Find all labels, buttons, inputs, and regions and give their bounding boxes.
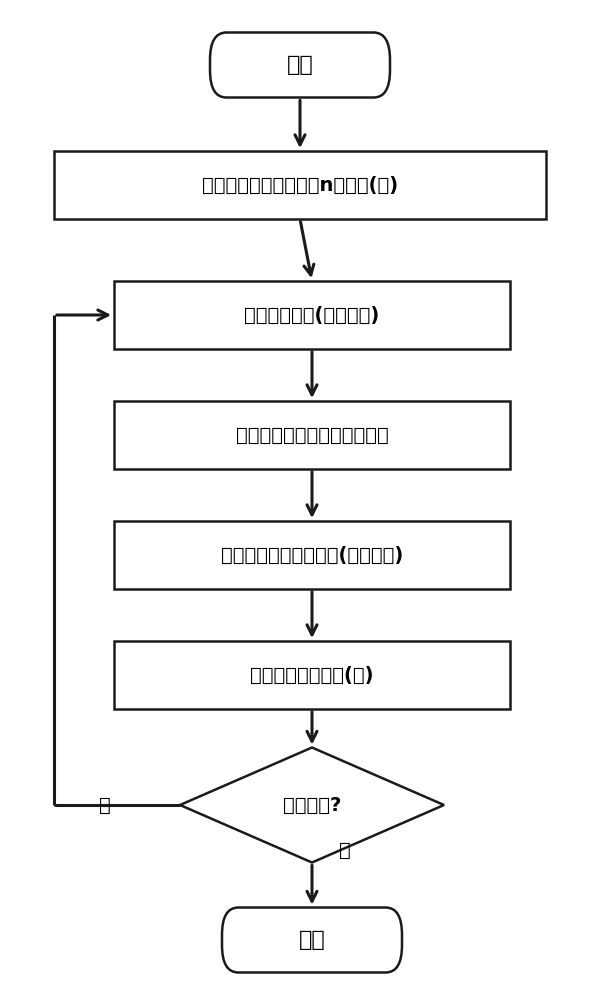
Text: 满足要求?: 满足要求? — [283, 796, 341, 814]
Bar — [114, 281, 510, 349]
Bar — [114, 401, 510, 469]
Text: 否: 否 — [99, 796, 111, 814]
Bar — [114, 521, 510, 589]
Text: 是: 是 — [339, 840, 351, 859]
Text: 对不满足要求的鸟巢进行替换: 对不满足要求的鸟巢进行替换 — [236, 426, 388, 444]
Text: 开始: 开始 — [287, 55, 313, 75]
FancyBboxPatch shape — [210, 32, 390, 97]
Polygon shape — [180, 748, 444, 862]
Text: 找到当前最优鸟巢(解): 找到当前最优鸟巢(解) — [250, 666, 374, 684]
Bar — [54, 151, 546, 219]
Text: 更新鸟巢位置(莱维飞行): 更新鸟巢位置(莱维飞行) — [244, 306, 380, 324]
Bar — [114, 641, 510, 709]
Text: 参数初始化，随机产生n个鸟巢(解): 参数初始化，随机产生n个鸟巢(解) — [202, 176, 398, 194]
Text: 结束: 结束 — [299, 930, 325, 950]
Text: 改变被发现鸟巢的位置(发现概率): 改变被发现鸟巢的位置(发现概率) — [221, 546, 403, 564]
FancyBboxPatch shape — [222, 908, 402, 972]
